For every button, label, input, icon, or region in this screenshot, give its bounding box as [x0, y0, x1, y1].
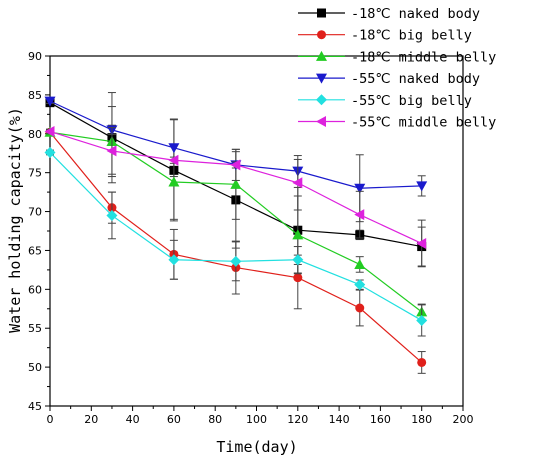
- x-tick-label: 180: [411, 413, 432, 426]
- data-point: [416, 181, 428, 192]
- legend-label: -18℃ big belly: [351, 28, 472, 44]
- data-point: [354, 183, 366, 194]
- x-tick-label: 120: [287, 413, 308, 426]
- legend-label: -55℃ naked body: [351, 71, 480, 87]
- x-tick-label: 140: [329, 413, 350, 426]
- y-tick-label: 50: [28, 361, 42, 374]
- y-tick-label: 60: [28, 283, 42, 296]
- series-6: [44, 125, 427, 268]
- legend-entry: -18℃ middle belly: [298, 49, 496, 65]
- data-point: [230, 178, 242, 189]
- legend-entry: -55℃ big belly: [298, 93, 472, 109]
- x-tick-label: 0: [47, 413, 54, 426]
- data-point: [168, 254, 180, 266]
- legend-entry: -18℃ big belly: [298, 28, 472, 44]
- data-point: [354, 258, 366, 269]
- x-tick-label: 60: [167, 413, 181, 426]
- legend-marker: [316, 73, 327, 84]
- data-point: [416, 237, 427, 249]
- data-point: [293, 273, 303, 283]
- data-point: [44, 96, 56, 107]
- axes: 0 20 40 60 80 100 120 140 160 180 200 45 50 55 60 65 70 7…: [28, 50, 474, 426]
- legend-label: -55℃ big belly: [351, 93, 472, 109]
- data-point: [292, 254, 304, 266]
- legend-marker: [316, 94, 327, 106]
- x-tick-label: 40: [126, 413, 140, 426]
- y-tick-label: 75: [28, 167, 42, 180]
- data-point: [416, 314, 428, 326]
- x-tick-label: 80: [208, 413, 222, 426]
- data-point: [230, 255, 242, 267]
- x-tick-label: 200: [453, 413, 474, 426]
- series-5: [44, 146, 428, 337]
- y-tick-label: 45: [28, 400, 42, 413]
- legend-entry: -55℃ naked body: [298, 71, 480, 87]
- legend-label: -18℃ naked body: [351, 6, 480, 22]
- y-tick-label: 85: [28, 89, 42, 102]
- data-point: [168, 143, 180, 154]
- y-tick-label: 90: [28, 50, 42, 63]
- legend-label: -55℃ middle belly: [351, 115, 496, 131]
- data-point: [168, 154, 179, 166]
- legend-marker: [317, 30, 326, 40]
- legend-label: -18℃ middle belly: [351, 49, 496, 65]
- legend-marker: [316, 116, 326, 127]
- legend-marker: [317, 8, 326, 18]
- x-tick-label: 160: [370, 413, 391, 426]
- series-layer: [44, 92, 428, 374]
- y-axis-title: Water holding capacity(%): [6, 107, 24, 333]
- data-point: [168, 176, 180, 187]
- y-tick-label: 80: [28, 128, 42, 141]
- data-point: [44, 146, 56, 158]
- x-tick-label: 100: [246, 413, 267, 426]
- data-point: [44, 125, 55, 137]
- data-point: [417, 357, 427, 367]
- x-tick-label: 20: [84, 413, 98, 426]
- data-point: [106, 209, 118, 221]
- data-point: [354, 279, 366, 291]
- legend-marker: [316, 50, 327, 61]
- legend: -18℃ naked body -18℃ big belly -18℃ middle…: [298, 6, 496, 131]
- legend-entry: -55℃ middle belly: [298, 115, 496, 131]
- data-point: [292, 177, 303, 189]
- y-tick-label: 70: [28, 206, 42, 219]
- data-point: [106, 145, 117, 157]
- data-point: [292, 229, 304, 240]
- data-point: [355, 303, 365, 313]
- x-axis-title: Time(day): [216, 438, 297, 456]
- legend-entry: -18℃ naked body: [298, 6, 480, 22]
- y-tick-label: 65: [28, 244, 42, 257]
- data-point: [354, 209, 365, 221]
- data-point: [230, 159, 241, 171]
- y-tick-label: 55: [28, 322, 42, 335]
